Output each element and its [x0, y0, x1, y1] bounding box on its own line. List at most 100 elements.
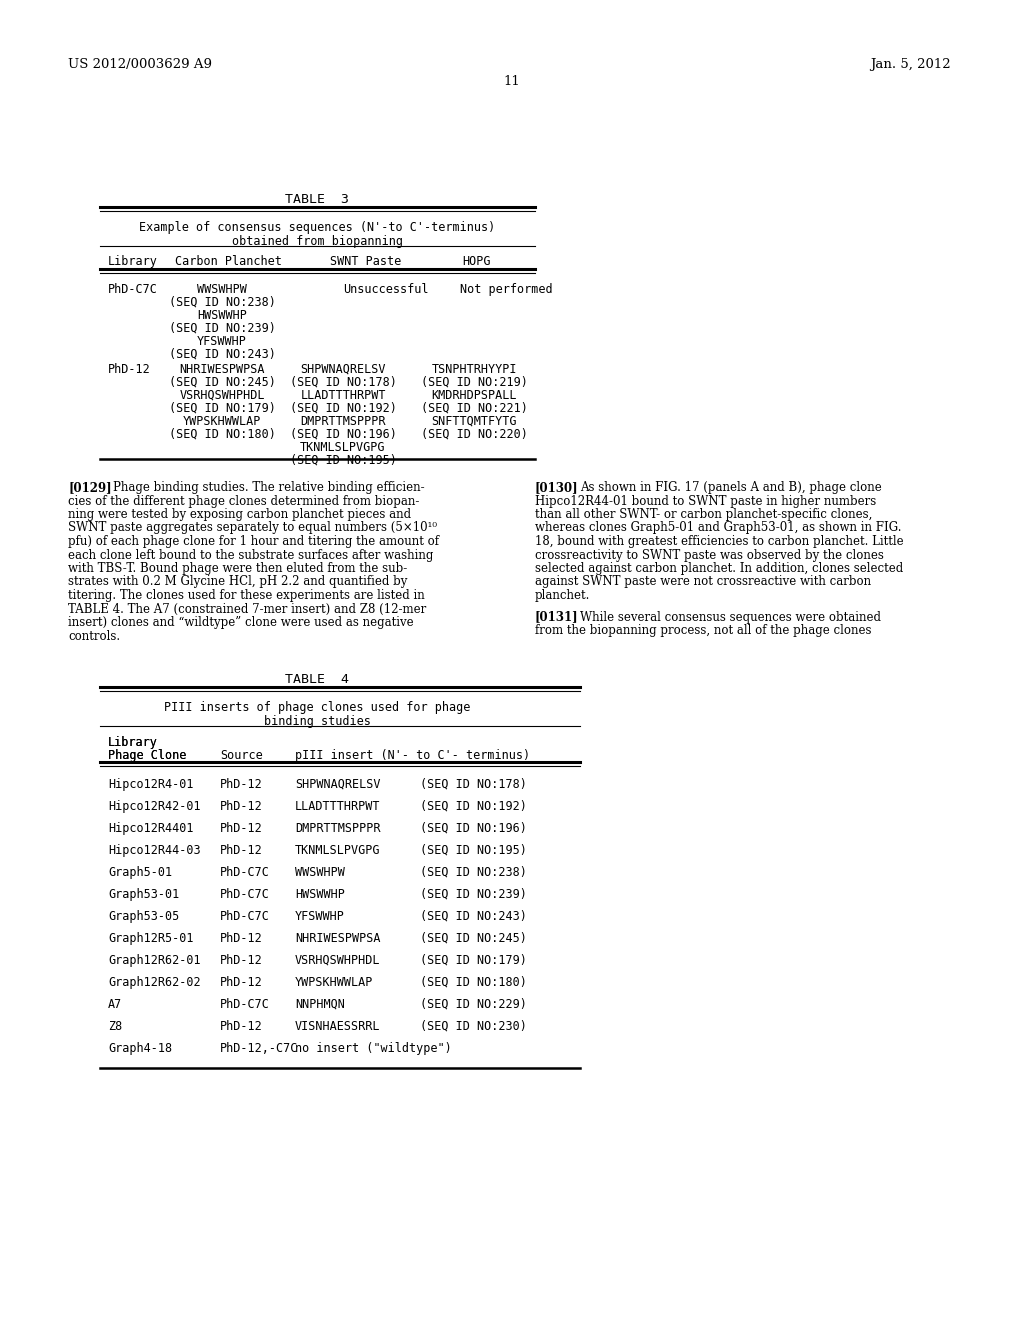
Text: PhD-12: PhD-12 — [220, 932, 263, 945]
Text: Hipco12R4401: Hipco12R4401 — [108, 822, 194, 836]
Text: PhD-12: PhD-12 — [220, 975, 263, 989]
Text: planchet.: planchet. — [535, 589, 591, 602]
Text: (SEQ ID NO:179): (SEQ ID NO:179) — [169, 403, 275, 414]
Text: TABLE  4: TABLE 4 — [285, 673, 349, 686]
Text: pfu) of each phage clone for 1 hour and titering the amount of: pfu) of each phage clone for 1 hour and … — [68, 535, 439, 548]
Text: YWPSKHWWLAP: YWPSKHWWLAP — [183, 414, 261, 428]
Text: KMDRHDPSPALL: KMDRHDPSPALL — [431, 389, 517, 403]
Text: YFSWWHP: YFSWWHP — [197, 335, 247, 348]
Text: Source: Source — [220, 748, 263, 762]
Text: SWNT Paste: SWNT Paste — [330, 255, 401, 268]
Text: LLADTTTHRPWT: LLADTTTHRPWT — [300, 389, 386, 403]
Text: Z8: Z8 — [108, 1020, 122, 1034]
Text: (SEQ ID NO:245): (SEQ ID NO:245) — [169, 376, 275, 389]
Text: PhD-12,-C7C: PhD-12,-C7C — [220, 1041, 298, 1055]
Text: (SEQ ID NO:230): (SEQ ID NO:230) — [420, 1020, 527, 1034]
Text: with TBS-T. Bound phage were then eluted from the sub-: with TBS-T. Bound phage were then eluted… — [68, 562, 408, 576]
Text: (SEQ ID NO:178): (SEQ ID NO:178) — [290, 376, 396, 389]
Text: (SEQ ID NO:180): (SEQ ID NO:180) — [169, 428, 275, 441]
Text: VISNHAESSRRL: VISNHAESSRRL — [295, 1020, 381, 1034]
Text: PhD-12: PhD-12 — [108, 363, 151, 376]
Text: (SEQ ID NO:245): (SEQ ID NO:245) — [420, 932, 527, 945]
Text: selected against carbon planchet. In addition, clones selected: selected against carbon planchet. In add… — [535, 562, 903, 576]
Text: pIII insert (N'- to C'- terminus): pIII insert (N'- to C'- terminus) — [295, 748, 530, 762]
Text: TSNPHTRHYYPI: TSNPHTRHYYPI — [431, 363, 517, 376]
Text: SNFTTQMTFYTG: SNFTTQMTFYTG — [431, 414, 517, 428]
Text: Hipco12R42-01: Hipco12R42-01 — [108, 800, 201, 813]
Text: insert) clones and “wildtype” clone were used as negative: insert) clones and “wildtype” clone were… — [68, 616, 414, 630]
Text: PhD-12: PhD-12 — [220, 800, 263, 813]
Text: Graph12R62-01: Graph12R62-01 — [108, 954, 201, 968]
Text: PhD-12: PhD-12 — [220, 777, 263, 791]
Text: PhD-12: PhD-12 — [220, 822, 263, 836]
Text: (SEQ ID NO:238): (SEQ ID NO:238) — [420, 866, 527, 879]
Text: A7: A7 — [108, 998, 122, 1011]
Text: PIII inserts of phage clones used for phage: PIII inserts of phage clones used for ph… — [164, 701, 470, 714]
Text: SWNT paste aggregates separately to equal numbers (5×10¹⁰: SWNT paste aggregates separately to equa… — [68, 521, 437, 535]
Text: against SWNT paste were not crossreactive with carbon: against SWNT paste were not crossreactiv… — [535, 576, 871, 589]
Text: each clone left bound to the substrate surfaces after washing: each clone left bound to the substrate s… — [68, 549, 433, 561]
Text: Library: Library — [108, 737, 158, 748]
Text: NHRIWESPWPSA: NHRIWESPWPSA — [295, 932, 381, 945]
Text: controls.: controls. — [68, 630, 120, 643]
Text: obtained from biopanning: obtained from biopanning — [231, 235, 402, 248]
Text: NNPHMQN: NNPHMQN — [295, 998, 345, 1011]
Text: PhD-12: PhD-12 — [220, 1020, 263, 1034]
Text: As shown in FIG. 17 (panels A and B), phage clone: As shown in FIG. 17 (panels A and B), ph… — [580, 480, 882, 494]
Text: (SEQ ID NO:195): (SEQ ID NO:195) — [420, 843, 527, 857]
Text: VSRHQSWHPHDL: VSRHQSWHPHDL — [295, 954, 381, 968]
Text: YFSWWHP: YFSWWHP — [295, 909, 345, 923]
Text: Phage binding studies. The relative binding efficien-: Phage binding studies. The relative bind… — [113, 480, 425, 494]
Text: WWSWHPW: WWSWHPW — [197, 282, 247, 296]
Text: Not performed: Not performed — [460, 282, 553, 296]
Text: TABLE 4. The A7 (constrained 7-mer insert) and Z8 (12-mer: TABLE 4. The A7 (constrained 7-mer inser… — [68, 602, 426, 615]
Text: (SEQ ID NO:220): (SEQ ID NO:220) — [421, 428, 527, 441]
Text: (SEQ ID NO:192): (SEQ ID NO:192) — [290, 403, 396, 414]
Text: TKNMLSLPVGPG: TKNMLSLPVGPG — [295, 843, 381, 857]
Text: Carbon Planchet: Carbon Planchet — [175, 255, 282, 268]
Text: HOPG: HOPG — [462, 255, 490, 268]
Text: Graph4-18: Graph4-18 — [108, 1041, 172, 1055]
Text: ning were tested by exposing carbon planchet pieces and: ning were tested by exposing carbon plan… — [68, 508, 411, 521]
Text: TKNMLSLPVGPG: TKNMLSLPVGPG — [300, 441, 386, 454]
Text: Hipco12R4-01: Hipco12R4-01 — [108, 777, 194, 791]
Text: (SEQ ID NO:219): (SEQ ID NO:219) — [421, 376, 527, 389]
Text: strates with 0.2 M Glycine HCl, pH 2.2 and quantified by: strates with 0.2 M Glycine HCl, pH 2.2 a… — [68, 576, 408, 589]
Text: titering. The clones used for these experiments are listed in: titering. The clones used for these expe… — [68, 589, 425, 602]
Text: [0131]: [0131] — [535, 610, 579, 623]
Text: cies of the different phage clones determined from biopan-: cies of the different phage clones deter… — [68, 495, 420, 507]
Text: Graph53-01: Graph53-01 — [108, 888, 179, 902]
Text: (SEQ ID NO:180): (SEQ ID NO:180) — [420, 975, 527, 989]
Text: SHPWNAQRELSV: SHPWNAQRELSV — [300, 363, 386, 376]
Text: Phage Clone: Phage Clone — [108, 748, 186, 762]
Text: PhD-12: PhD-12 — [220, 843, 263, 857]
Text: PhD-C7C: PhD-C7C — [220, 888, 270, 902]
Text: DMPRTTMSPPPR: DMPRTTMSPPPR — [295, 822, 381, 836]
Text: [0129]: [0129] — [68, 480, 112, 494]
Text: (SEQ ID NO:192): (SEQ ID NO:192) — [420, 800, 527, 813]
Text: HWSWWHP: HWSWWHP — [295, 888, 345, 902]
Text: LLADTTTHRPWT: LLADTTTHRPWT — [295, 800, 381, 813]
Text: PhD-12: PhD-12 — [220, 954, 263, 968]
Text: PhD-C7C: PhD-C7C — [108, 282, 158, 296]
Text: (SEQ ID NO:221): (SEQ ID NO:221) — [421, 403, 527, 414]
Text: SHPWNAQRELSV: SHPWNAQRELSV — [295, 777, 381, 791]
Text: WWSWHPW: WWSWHPW — [295, 866, 345, 879]
Text: PhD-C7C: PhD-C7C — [220, 998, 270, 1011]
Text: (SEQ ID NO:243): (SEQ ID NO:243) — [169, 348, 275, 360]
Text: than all other SWNT- or carbon planchet-specific clones,: than all other SWNT- or carbon planchet-… — [535, 508, 872, 521]
Text: HWSWWHP: HWSWWHP — [197, 309, 247, 322]
Text: Unsuccessful: Unsuccessful — [343, 282, 428, 296]
Text: (SEQ ID NO:239): (SEQ ID NO:239) — [420, 888, 527, 902]
Text: VSRHQSWHPHDL: VSRHQSWHPHDL — [179, 389, 265, 403]
Text: Library: Library — [108, 255, 158, 268]
Text: While several consensus sequences were obtained: While several consensus sequences were o… — [580, 610, 881, 623]
Text: no insert ("wildtype"): no insert ("wildtype") — [295, 1041, 452, 1055]
Text: Library: Library — [108, 737, 158, 748]
Text: PhD-C7C: PhD-C7C — [220, 866, 270, 879]
Text: 18, bound with greatest efficiencies to carbon planchet. Little: 18, bound with greatest efficiencies to … — [535, 535, 903, 548]
Text: (SEQ ID NO:239): (SEQ ID NO:239) — [169, 322, 275, 335]
Text: Graph5-01: Graph5-01 — [108, 866, 172, 879]
Text: (SEQ ID NO:243): (SEQ ID NO:243) — [420, 909, 527, 923]
Text: Graph12R62-02: Graph12R62-02 — [108, 975, 201, 989]
